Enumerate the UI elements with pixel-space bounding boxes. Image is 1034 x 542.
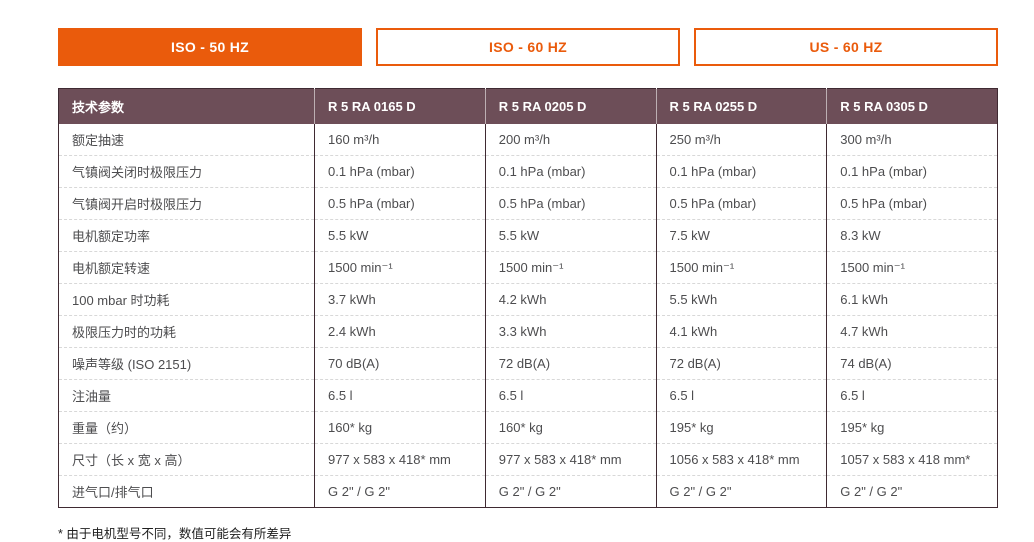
param-column-header: 技术参数 xyxy=(58,88,315,124)
spec-value: 200 m³/h xyxy=(485,124,657,156)
table-row: 极限压力时的功耗 2.4 kWh 3.3 kWh 4.1 kWh 4.7 kWh xyxy=(58,315,998,348)
spec-value: 0.5 hPa (mbar) xyxy=(485,187,657,220)
spec-value: 3.7 kWh xyxy=(314,283,486,316)
table-body: 额定抽速 160 m³/h 200 m³/h 250 m³/h 300 m³/h 气镇阀关… xyxy=(58,124,998,508)
table-row: 气镇阀开启时极限压力 0.5 hPa (mbar) 0.5 hPa (mbar) 0.… xyxy=(58,187,998,220)
spec-value: 4.1 kWh xyxy=(656,315,828,348)
spec-value: 6.5 l xyxy=(485,379,657,412)
spec-value: 1500 min⁻¹ xyxy=(826,251,998,284)
spec-value: 250 m³/h xyxy=(656,124,828,156)
tab-iso-60-hz[interactable]: ISO - 60 HZ xyxy=(376,28,680,66)
spec-value: 195* kg xyxy=(656,411,828,444)
model-column-header: R 5 RA 0305 D xyxy=(826,88,998,124)
spec-value: 7.5 kW xyxy=(656,219,828,252)
table-row: 尺寸（长 x 宽 x 高） 977 x 583 x 418* mm 977 x 58… xyxy=(58,443,998,476)
spec-value: G 2" / G 2" xyxy=(485,475,657,508)
spec-value: 160 m³/h xyxy=(314,124,486,156)
row-label: 额定抽速 xyxy=(58,124,315,156)
table-row: 重量（约） 160* kg 160* kg 195* kg 195* kg xyxy=(58,411,998,444)
spec-value: 0.1 hPa (mbar) xyxy=(314,155,486,188)
table-row: 进气口/排气口 G 2" / G 2" G 2" / G 2" G 2" / G 2"… xyxy=(58,475,998,508)
table-row: 噪声等级 (ISO 2151) 70 dB(A) 72 dB(A) 72 dB(A) 7… xyxy=(58,347,998,380)
row-label: 气镇阀关闭时极限压力 xyxy=(58,155,315,188)
spec-value: 1500 min⁻¹ xyxy=(656,251,828,284)
tab-iso-50-hz[interactable]: ISO - 50 HZ xyxy=(58,28,362,66)
spec-value: 6.1 kWh xyxy=(826,283,998,316)
frequency-tabs: ISO - 50 HZ ISO - 60 HZ US - 60 HZ xyxy=(58,28,998,66)
spec-value: 160* kg xyxy=(314,411,486,444)
row-label: 100 mbar 时功耗 xyxy=(58,283,315,316)
model-column-header: R 5 RA 0205 D xyxy=(485,88,657,124)
row-label: 气镇阀开启时极限压力 xyxy=(58,187,315,220)
spec-value: 6.5 l xyxy=(656,379,828,412)
spec-value: 0.1 hPa (mbar) xyxy=(826,155,998,188)
table-row: 电机额定转速 1500 min⁻¹ 1500 min⁻¹ 1500 min⁻¹ 1500… xyxy=(58,251,998,284)
spec-value: G 2" / G 2" xyxy=(840,484,903,499)
table-row: 气镇阀关闭时极限压力 0.1 hPa (mbar) 0.1 hPa (mbar) 0.… xyxy=(58,155,998,188)
spec-value: G 2" / G 2" xyxy=(656,475,828,508)
spec-value: 70 dB(A) xyxy=(314,347,486,380)
spec-value: 160* kg xyxy=(485,411,657,444)
tab-us-60-hz[interactable]: US - 60 HZ xyxy=(694,28,998,66)
spec-value: 72 dB(A) xyxy=(656,347,828,380)
spec-value: 0.5 hPa (mbar) xyxy=(826,187,998,220)
spec-value: 4.2 kWh xyxy=(485,283,657,316)
spec-value: 1500 min⁻¹ xyxy=(485,251,657,284)
row-label: 尺寸（长 x 宽 x 高） xyxy=(58,443,315,476)
row-label: 进气口/排气口 xyxy=(58,475,315,508)
spec-value: 72 dB(A) xyxy=(485,347,657,380)
spec-value: G 2" / G 2" xyxy=(314,475,486,508)
spec-value: 74 dB(A) xyxy=(826,347,998,380)
spec-value: 6.5 l xyxy=(826,379,998,412)
footnote: * 由于电机型号不同，数值可能会有所差异 xyxy=(58,527,292,541)
model-column-header: R 5 RA 0165 D xyxy=(314,88,486,124)
spec-value: 1056 x 583 x 418* mm xyxy=(656,443,828,476)
spec-value: 195* kg xyxy=(826,411,998,444)
model-column-header: R 5 RA 0255 D xyxy=(656,88,828,124)
spec-value: 5.5 kW xyxy=(314,219,486,252)
row-label: 电机额定功率 xyxy=(58,219,315,252)
spec-value: 5.5 kWh xyxy=(656,283,828,316)
spec-value: 6.5 l xyxy=(314,379,486,412)
row-label: 噪声等级 (ISO 2151) xyxy=(58,347,315,380)
spec-value: 8.3 kW xyxy=(826,219,998,252)
table-row: 注油量 6.5 l 6.5 l 6.5 l 6.5 l xyxy=(58,379,998,412)
spec-value: 5.5 kW xyxy=(485,219,657,252)
row-label: 注油量 xyxy=(58,379,315,412)
table-row: 额定抽速 160 m³/h 200 m³/h 250 m³/h 300 m³/h xyxy=(58,124,998,156)
spec-value: 1057 x 583 x 418 mm* xyxy=(826,443,998,476)
spec-value: 0.5 hPa (mbar) xyxy=(656,187,828,220)
spec-value: 977 x 583 x 418* mm xyxy=(485,443,657,476)
spec-value: 4.7 kWh xyxy=(826,315,998,348)
row-label: 电机额定转速 xyxy=(58,251,315,284)
row-label: 极限压力时的功耗 xyxy=(58,315,315,348)
table-row: 100 mbar 时功耗 3.7 kWh 4.2 kWh 5.5 kWh 6.1 kWh xyxy=(58,283,998,316)
spec-value: 0.1 hPa (mbar) xyxy=(656,155,828,188)
spec-value: 0.1 hPa (mbar) xyxy=(485,155,657,188)
row-label: 重量（约） xyxy=(58,411,315,444)
spec-value: 0.5 hPa (mbar) xyxy=(314,187,486,220)
spec-value: 3.3 kWh xyxy=(485,315,657,348)
spec-value: 1500 min⁻¹ xyxy=(314,251,486,284)
spec-value: 977 x 583 x 418* mm xyxy=(314,443,486,476)
spec-value: 2.4 kWh xyxy=(314,315,486,348)
table-row: 电机额定功率 5.5 kW 5.5 kW 7.5 kW 8.3 kW xyxy=(58,219,998,252)
spec-value: 300 m³/h xyxy=(826,124,998,156)
